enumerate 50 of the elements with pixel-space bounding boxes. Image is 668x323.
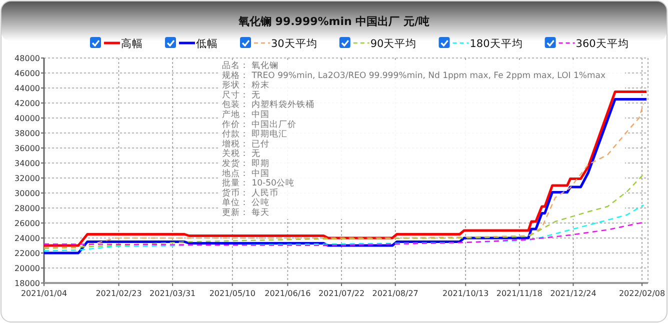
x-tick-label: 2021/08/27 <box>372 289 418 298</box>
y-tick-label: 34000 <box>14 159 40 168</box>
y-tick-label: 20000 <box>14 264 40 273</box>
annotation: 地点： 中国 <box>221 168 270 179</box>
x-tick-label: 2021/02/23 <box>96 289 142 298</box>
y-tick-label: 46000 <box>14 69 40 78</box>
annotation: 单位： 公吨 <box>222 197 270 208</box>
annotation: 发货： 即期 <box>222 158 270 169</box>
x-tick-label: 2021/10/13 <box>442 289 489 298</box>
annotation: 批量： 10-50公吨 <box>222 178 294 189</box>
x-tick-label: 2021/11/18 <box>496 289 542 298</box>
legend-label: 30天平均 <box>271 38 318 50</box>
y-tick-label: 48000 <box>14 54 40 63</box>
annotation: 形状： 粉末 <box>222 80 270 91</box>
chart-title: 氧化镧 99.999%min 中国出厂 元/吨 <box>237 15 430 28</box>
x-tick-label: 2021/07/22 <box>318 289 365 298</box>
y-tick-label: 28000 <box>14 204 40 213</box>
y-tick-label: 38000 <box>14 129 40 138</box>
legend-label: 90天平均 <box>370 38 417 50</box>
legend-label: 180天平均 <box>470 38 523 50</box>
annotation: 作价： 中国出厂价 <box>221 118 297 130</box>
annotation: 增税： 已付 <box>221 138 270 150</box>
legend-label: 高幅 <box>121 37 143 50</box>
x-tick-label: 2021/03/31 <box>150 289 196 298</box>
annotation: 包装： 内塑料袋外铁桶 <box>222 99 315 110</box>
y-tick-label: 36000 <box>14 144 40 153</box>
annotation: 产地： 中国 <box>222 109 270 120</box>
legend-label: 低幅 <box>196 38 218 50</box>
y-tick-label: 44000 <box>14 84 40 93</box>
annotation: 更新： 每天 <box>222 207 270 218</box>
x-tick-label: 2021/05/10 <box>209 289 256 298</box>
y-tick-label: 24000 <box>14 234 40 243</box>
y-tick-label: 32000 <box>14 174 40 183</box>
y-tick-label: 42000 <box>14 99 40 108</box>
legend-label: 360天平均 <box>576 38 629 50</box>
x-tick-label: 2021/06/16 <box>264 289 311 298</box>
y-tick-label: 30000 <box>14 189 40 198</box>
x-tick-label: 2022/02/08 <box>618 289 666 298</box>
x-tick-label: 2021/12/24 <box>550 289 596 298</box>
y-tick-label: 40000 <box>14 114 40 123</box>
y-tick-label: 18000 <box>14 279 40 288</box>
annotation: 规格： TREO 99%min, La2O3/REO 99.999%min, Nd 1ppm max, Fe 2ppm max, LOI 1%max <box>222 70 606 81</box>
annotation: 尺寸： 无 <box>222 89 261 100</box>
x-tick-label: 2021/01/04 <box>20 289 68 298</box>
annotation: 货币： 人民币 <box>222 187 279 198</box>
y-tick-label: 26000 <box>14 219 40 228</box>
y-tick-label: 22000 <box>14 249 40 258</box>
annotation: 关税： 无 <box>222 148 261 160</box>
annotation: 付款： 即期电汇 <box>222 128 288 140</box>
annotation: 品名： 氧化镧 <box>222 60 279 71</box>
